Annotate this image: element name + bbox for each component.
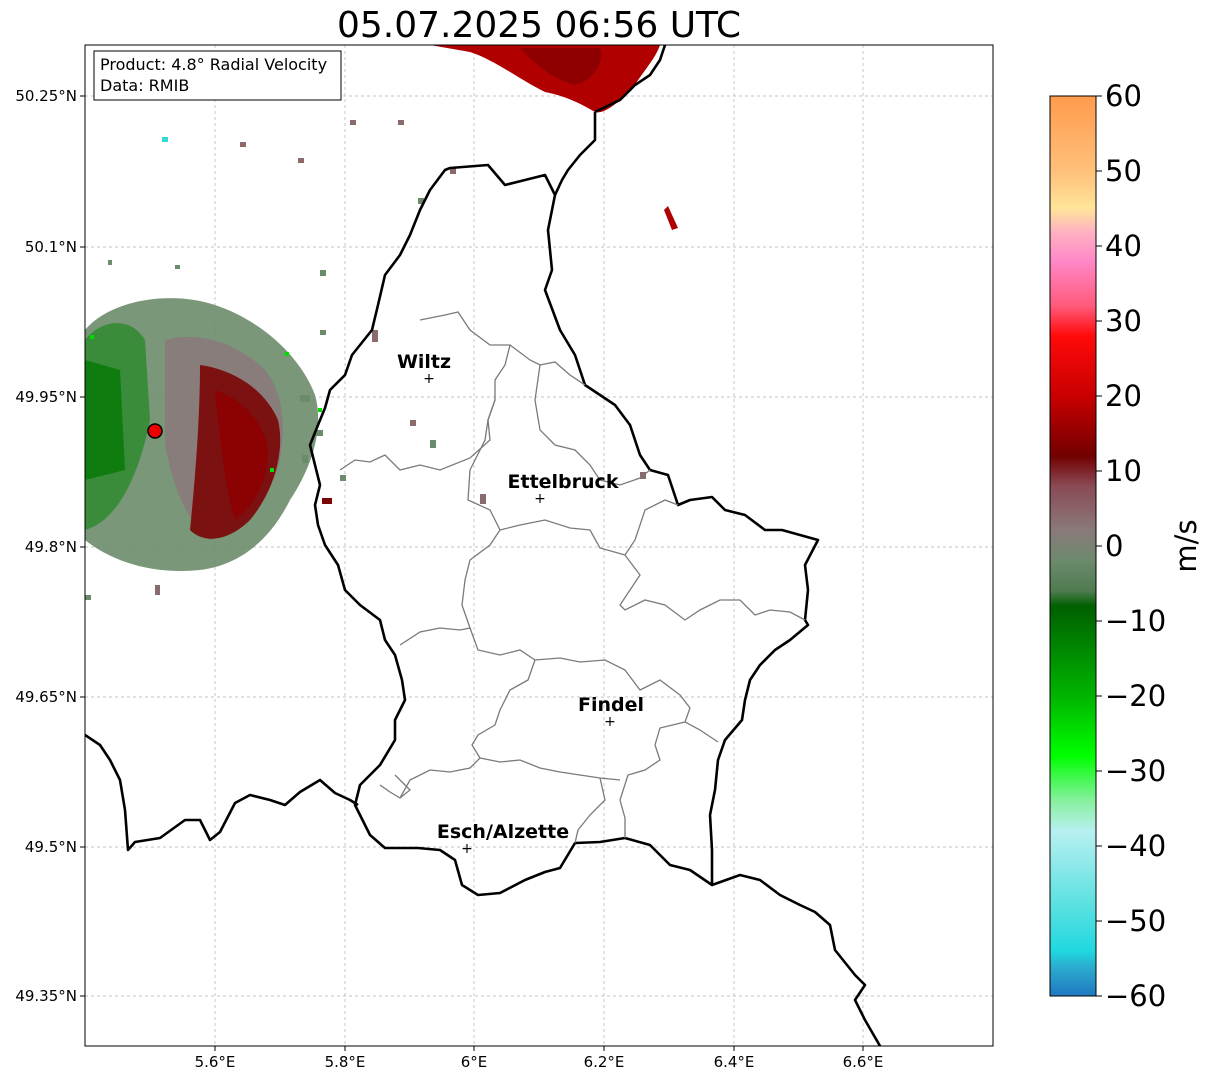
colorbar-tick-label: 0 bbox=[1105, 529, 1123, 563]
y-tick-label: 49.65°N bbox=[15, 688, 77, 706]
colorbar-tick-label: −50 bbox=[1105, 904, 1166, 938]
city-esch-alzette: Esch/Alzette + bbox=[437, 821, 569, 857]
colorbar-tick-label: −10 bbox=[1105, 604, 1166, 638]
canton-boundaries bbox=[339, 311, 806, 844]
plot-frame bbox=[84, 44, 994, 1047]
city-label: Wiltz bbox=[397, 351, 451, 373]
city-marker-icon: + bbox=[604, 714, 616, 730]
y-tick-label: 49.8°N bbox=[25, 538, 77, 556]
y-axis-ticks: 49.35°N 49.5°N 49.65°N 49.8°N 49.95°N 50.1°N 5… bbox=[15, 87, 85, 1005]
colorbar-tick-label: 20 bbox=[1105, 379, 1142, 413]
city-marker-icon: + bbox=[423, 371, 435, 387]
colorbar: 60 50 40 30 20 10 0 −10 −20 −30 −40 −50 −60 m/s bbox=[1049, 79, 1203, 1013]
x-tick-label: 5.8°E bbox=[325, 1053, 366, 1071]
colorbar-tick-label: 60 bbox=[1105, 79, 1142, 113]
city-label: Ettelbruck bbox=[508, 471, 619, 493]
y-tick-label: 49.35°N bbox=[15, 987, 77, 1005]
data-source-label: Data: RMIB bbox=[100, 76, 189, 95]
product-label: Product: 4.8° Radial Velocity bbox=[100, 55, 327, 74]
city-findel: Findel + bbox=[578, 694, 644, 730]
colorbar-tick-label: −20 bbox=[1105, 679, 1166, 713]
colorbar-tick-label: −40 bbox=[1105, 829, 1166, 863]
colorbar-scale bbox=[1049, 95, 1097, 997]
y-tick-label: 50.1°N bbox=[25, 238, 77, 256]
radar-site-marker bbox=[147, 423, 163, 439]
colorbar-tick-label: 50 bbox=[1105, 154, 1142, 188]
y-tick-label: 50.25°N bbox=[15, 87, 77, 105]
map-title: 05.07.2025 06:56 UTC bbox=[336, 5, 742, 46]
x-tick-label: 6°E bbox=[461, 1053, 488, 1071]
x-axis-ticks: 5.6°E 5.8°E 6°E 6.2°E 6.4°E 6.6°E bbox=[195, 1046, 884, 1071]
colorbar-unit-label: m/s bbox=[1169, 519, 1203, 572]
city-label: Esch/Alzette bbox=[437, 821, 569, 843]
colorbar-tick-label: −60 bbox=[1105, 979, 1166, 1013]
city-marker-icon: + bbox=[534, 491, 546, 507]
colorbar-tick-label: −30 bbox=[1105, 754, 1166, 788]
colorbar-tick-label: 30 bbox=[1105, 304, 1142, 338]
x-tick-label: 6.6°E bbox=[843, 1053, 884, 1071]
colorbar-ticks: 60 50 40 30 20 10 0 −10 −20 −30 −40 −50 −60 bbox=[1096, 79, 1166, 1013]
y-tick-label: 49.5°N bbox=[25, 838, 77, 856]
colorbar-tick-label: 10 bbox=[1105, 454, 1142, 488]
x-tick-label: 6.2°E bbox=[584, 1053, 625, 1071]
city-ettelbruck: Ettelbruck + bbox=[508, 471, 619, 507]
info-box: Product: 4.8° Radial Velocity Data: RMIB bbox=[93, 50, 342, 101]
radar-velocity-echoes bbox=[85, 45, 678, 600]
y-tick-label: 49.95°N bbox=[15, 388, 77, 406]
city-marker-icon: + bbox=[461, 841, 473, 857]
x-tick-label: 6.4°E bbox=[714, 1053, 755, 1071]
city-label: Findel bbox=[578, 694, 644, 716]
colorbar-tick-label: 40 bbox=[1105, 229, 1142, 263]
city-wiltz: Wiltz + bbox=[397, 351, 451, 387]
x-tick-label: 5.6°E bbox=[195, 1053, 236, 1071]
